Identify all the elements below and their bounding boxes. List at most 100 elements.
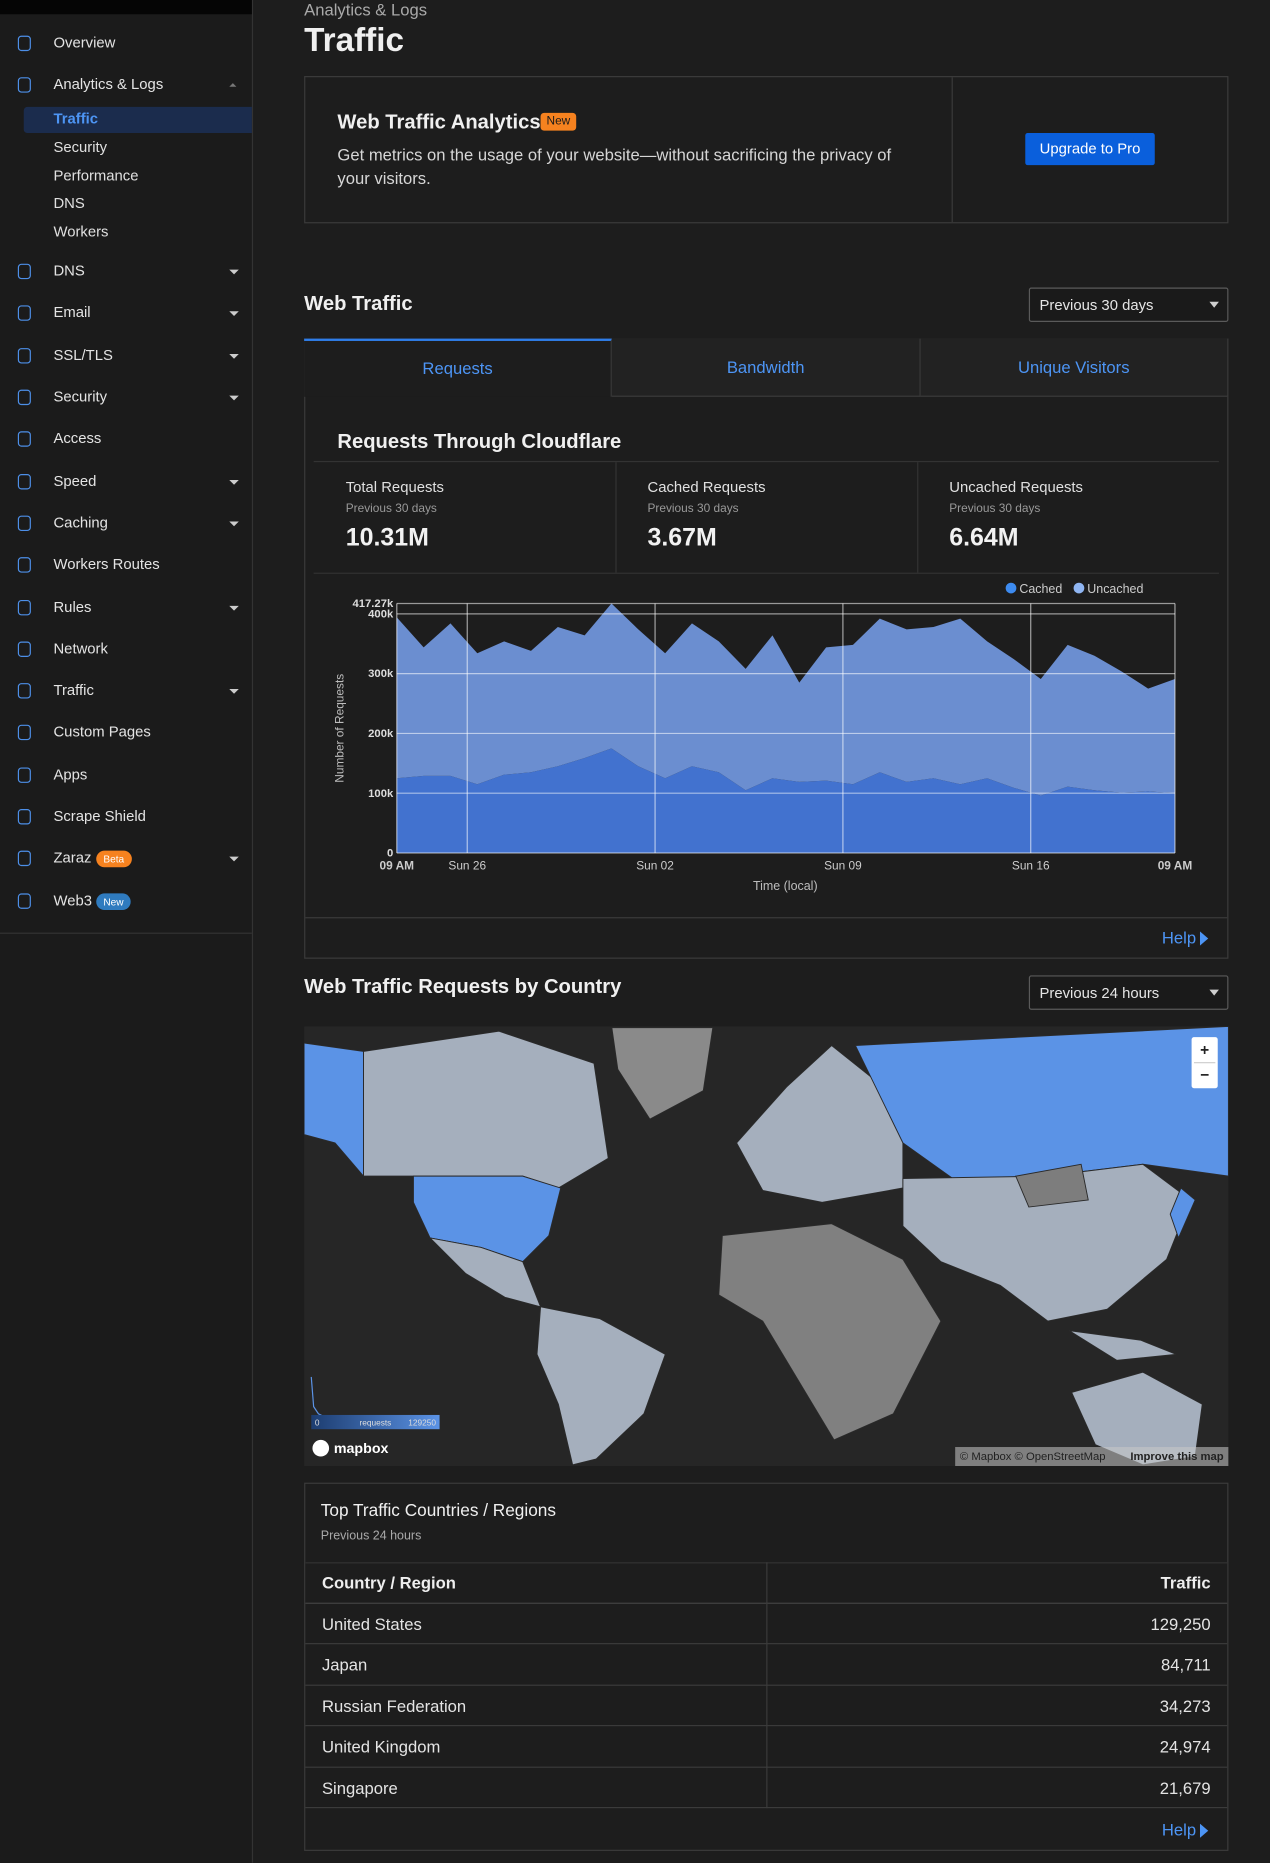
range-select[interactable]: Previous 24 hours <box>1028 975 1229 1010</box>
chevron <box>229 311 239 317</box>
nav-subitem[interactable]: Security <box>53 138 108 156</box>
improve-map[interactable]: Improve this map <box>1130 1451 1223 1463</box>
legend-max: 129250 <box>408 1418 436 1428</box>
legend-label: requests <box>360 1418 392 1428</box>
nav-icon <box>17 767 31 783</box>
stat-value: 6.64M <box>949 523 1019 552</box>
stat-label: Total Requests <box>345 478 444 496</box>
x-tick-label: Sun 26 <box>448 859 486 873</box>
world-map[interactable]: + − 0 requests 129250 mapbox © Mapbox © … <box>304 1026 1229 1467</box>
nav-icon <box>17 473 31 489</box>
traffic-cell: 34,273 <box>1159 1695 1211 1715</box>
nav-item[interactable]: Security <box>53 388 108 406</box>
nav-item[interactable]: Web3 <box>53 891 92 909</box>
region <box>536 1306 666 1466</box>
table-period: Previous 24 hours <box>320 1528 422 1544</box>
nav-item[interactable]: Traffic <box>53 682 94 699</box>
stat-divider <box>917 462 919 573</box>
nav-badge: New <box>96 892 131 910</box>
chevron <box>229 689 239 694</box>
chevron <box>229 856 239 862</box>
legend-bar <box>311 1414 440 1430</box>
nav-item[interactable]: Email <box>53 304 91 322</box>
nav-item[interactable]: Rules <box>53 598 92 615</box>
row-divider <box>305 1643 1228 1645</box>
traffic-cell: 21,679 <box>1159 1777 1211 1797</box>
traffic-cell: 129,250 <box>1150 1613 1211 1633</box>
country-cell: United Kingdom <box>321 1736 441 1756</box>
traffic-cell: 24,974 <box>1159 1736 1211 1756</box>
table-header-bg <box>305 1562 1228 1604</box>
nav-item[interactable]: Workers Routes <box>53 556 160 573</box>
mapbox-logo[interactable]: mapbox <box>334 1441 389 1457</box>
zoom-in[interactable]: + <box>1200 1042 1209 1059</box>
nav-subitem[interactable]: DNS <box>53 195 85 212</box>
nav-icon <box>17 389 31 406</box>
stats-row: Total Requests Previous 30 days 10.31M Cach… <box>314 462 1219 573</box>
x-axis-title: Time (local) <box>753 879 818 893</box>
nav-item[interactable]: Zaraz <box>53 849 92 867</box>
x-tick-label: 09 AM <box>1158 859 1193 873</box>
area <box>396 603 1175 796</box>
nav-icon <box>17 347 31 364</box>
nav-icon <box>17 850 31 867</box>
promo-divider <box>951 77 953 223</box>
zoom-out[interactable]: − <box>1200 1067 1209 1084</box>
nav-item[interactable]: Overview <box>53 34 116 52</box>
nav-item[interactable]: SSL/TLS <box>53 346 113 364</box>
help-link[interactable]: Help <box>1161 927 1197 947</box>
nav-item[interactable]: Caching <box>53 514 108 531</box>
stat-value: 10.31M <box>345 523 429 552</box>
nav-item[interactable]: Apps <box>53 765 88 783</box>
x-tick-label: Sun 09 <box>824 859 862 873</box>
divider <box>313 460 1219 463</box>
y-tick-label: 417.27k <box>353 598 394 610</box>
panel-title: Requests Through Cloudflare <box>337 430 622 453</box>
row-divider <box>305 1684 1228 1686</box>
stat-label: Cached Requests <box>647 478 766 496</box>
countries-card <box>304 1482 1229 1851</box>
nav-subitem[interactable]: Traffic <box>53 110 99 128</box>
divider <box>305 917 1228 919</box>
page-title: Traffic <box>304 21 404 59</box>
breadcrumb[interactable]: Analytics & Logs <box>304 0 428 20</box>
nav-subitem[interactable]: Performance <box>53 167 139 184</box>
sidebar <box>0 0 254 1863</box>
nav-item[interactable]: Analytics & Logs <box>53 76 164 94</box>
nav-icon <box>17 809 31 825</box>
help-link[interactable]: Help <box>1161 1820 1197 1840</box>
country-cell: Russian Federation <box>321 1695 467 1715</box>
legend-label: Cached <box>1019 582 1062 596</box>
column-header: Traffic <box>1160 1572 1211 1592</box>
legend-min: 0 <box>315 1418 320 1428</box>
tab[interactable]: Unique Visitors <box>920 338 1229 397</box>
tab[interactable]: Requests <box>304 338 613 397</box>
nav-subitem[interactable]: Workers <box>53 223 109 241</box>
region <box>1068 1330 1177 1361</box>
nav-item[interactable]: DNS <box>53 262 85 280</box>
nav-item[interactable]: Access <box>53 430 102 448</box>
nav-item[interactable]: Network <box>53 640 108 657</box>
upgrade-button[interactable]: Upgrade to Pro <box>1025 133 1155 166</box>
nav-item[interactable]: Scrape Shield <box>53 807 146 825</box>
legend-label: Uncached <box>1087 582 1143 596</box>
area <box>396 748 1175 854</box>
range-select[interactable]: Previous 30 days <box>1028 287 1229 322</box>
nav-item[interactable]: Custom Pages <box>53 723 151 741</box>
help-arrow <box>1199 1823 1209 1838</box>
chevron <box>229 395 239 401</box>
country-cell: Japan <box>321 1654 368 1674</box>
tab[interactable]: Bandwidth <box>612 338 921 397</box>
section-title: Web Traffic <box>304 292 413 315</box>
region <box>718 1223 942 1441</box>
y-tick-label: 400k <box>368 608 394 620</box>
attribution[interactable]: © Mapbox © OpenStreetMap <box>960 1451 1106 1463</box>
region <box>736 1044 904 1203</box>
attribution-box <box>955 1447 1229 1467</box>
nav-icon <box>17 557 31 573</box>
section-title: Web Traffic Requests by Country <box>304 975 622 998</box>
row-divider <box>305 1806 1228 1809</box>
range-value: Previous 24 hours <box>1039 984 1160 1002</box>
nav-item[interactable]: Speed <box>53 472 97 489</box>
divider <box>313 572 1219 574</box>
